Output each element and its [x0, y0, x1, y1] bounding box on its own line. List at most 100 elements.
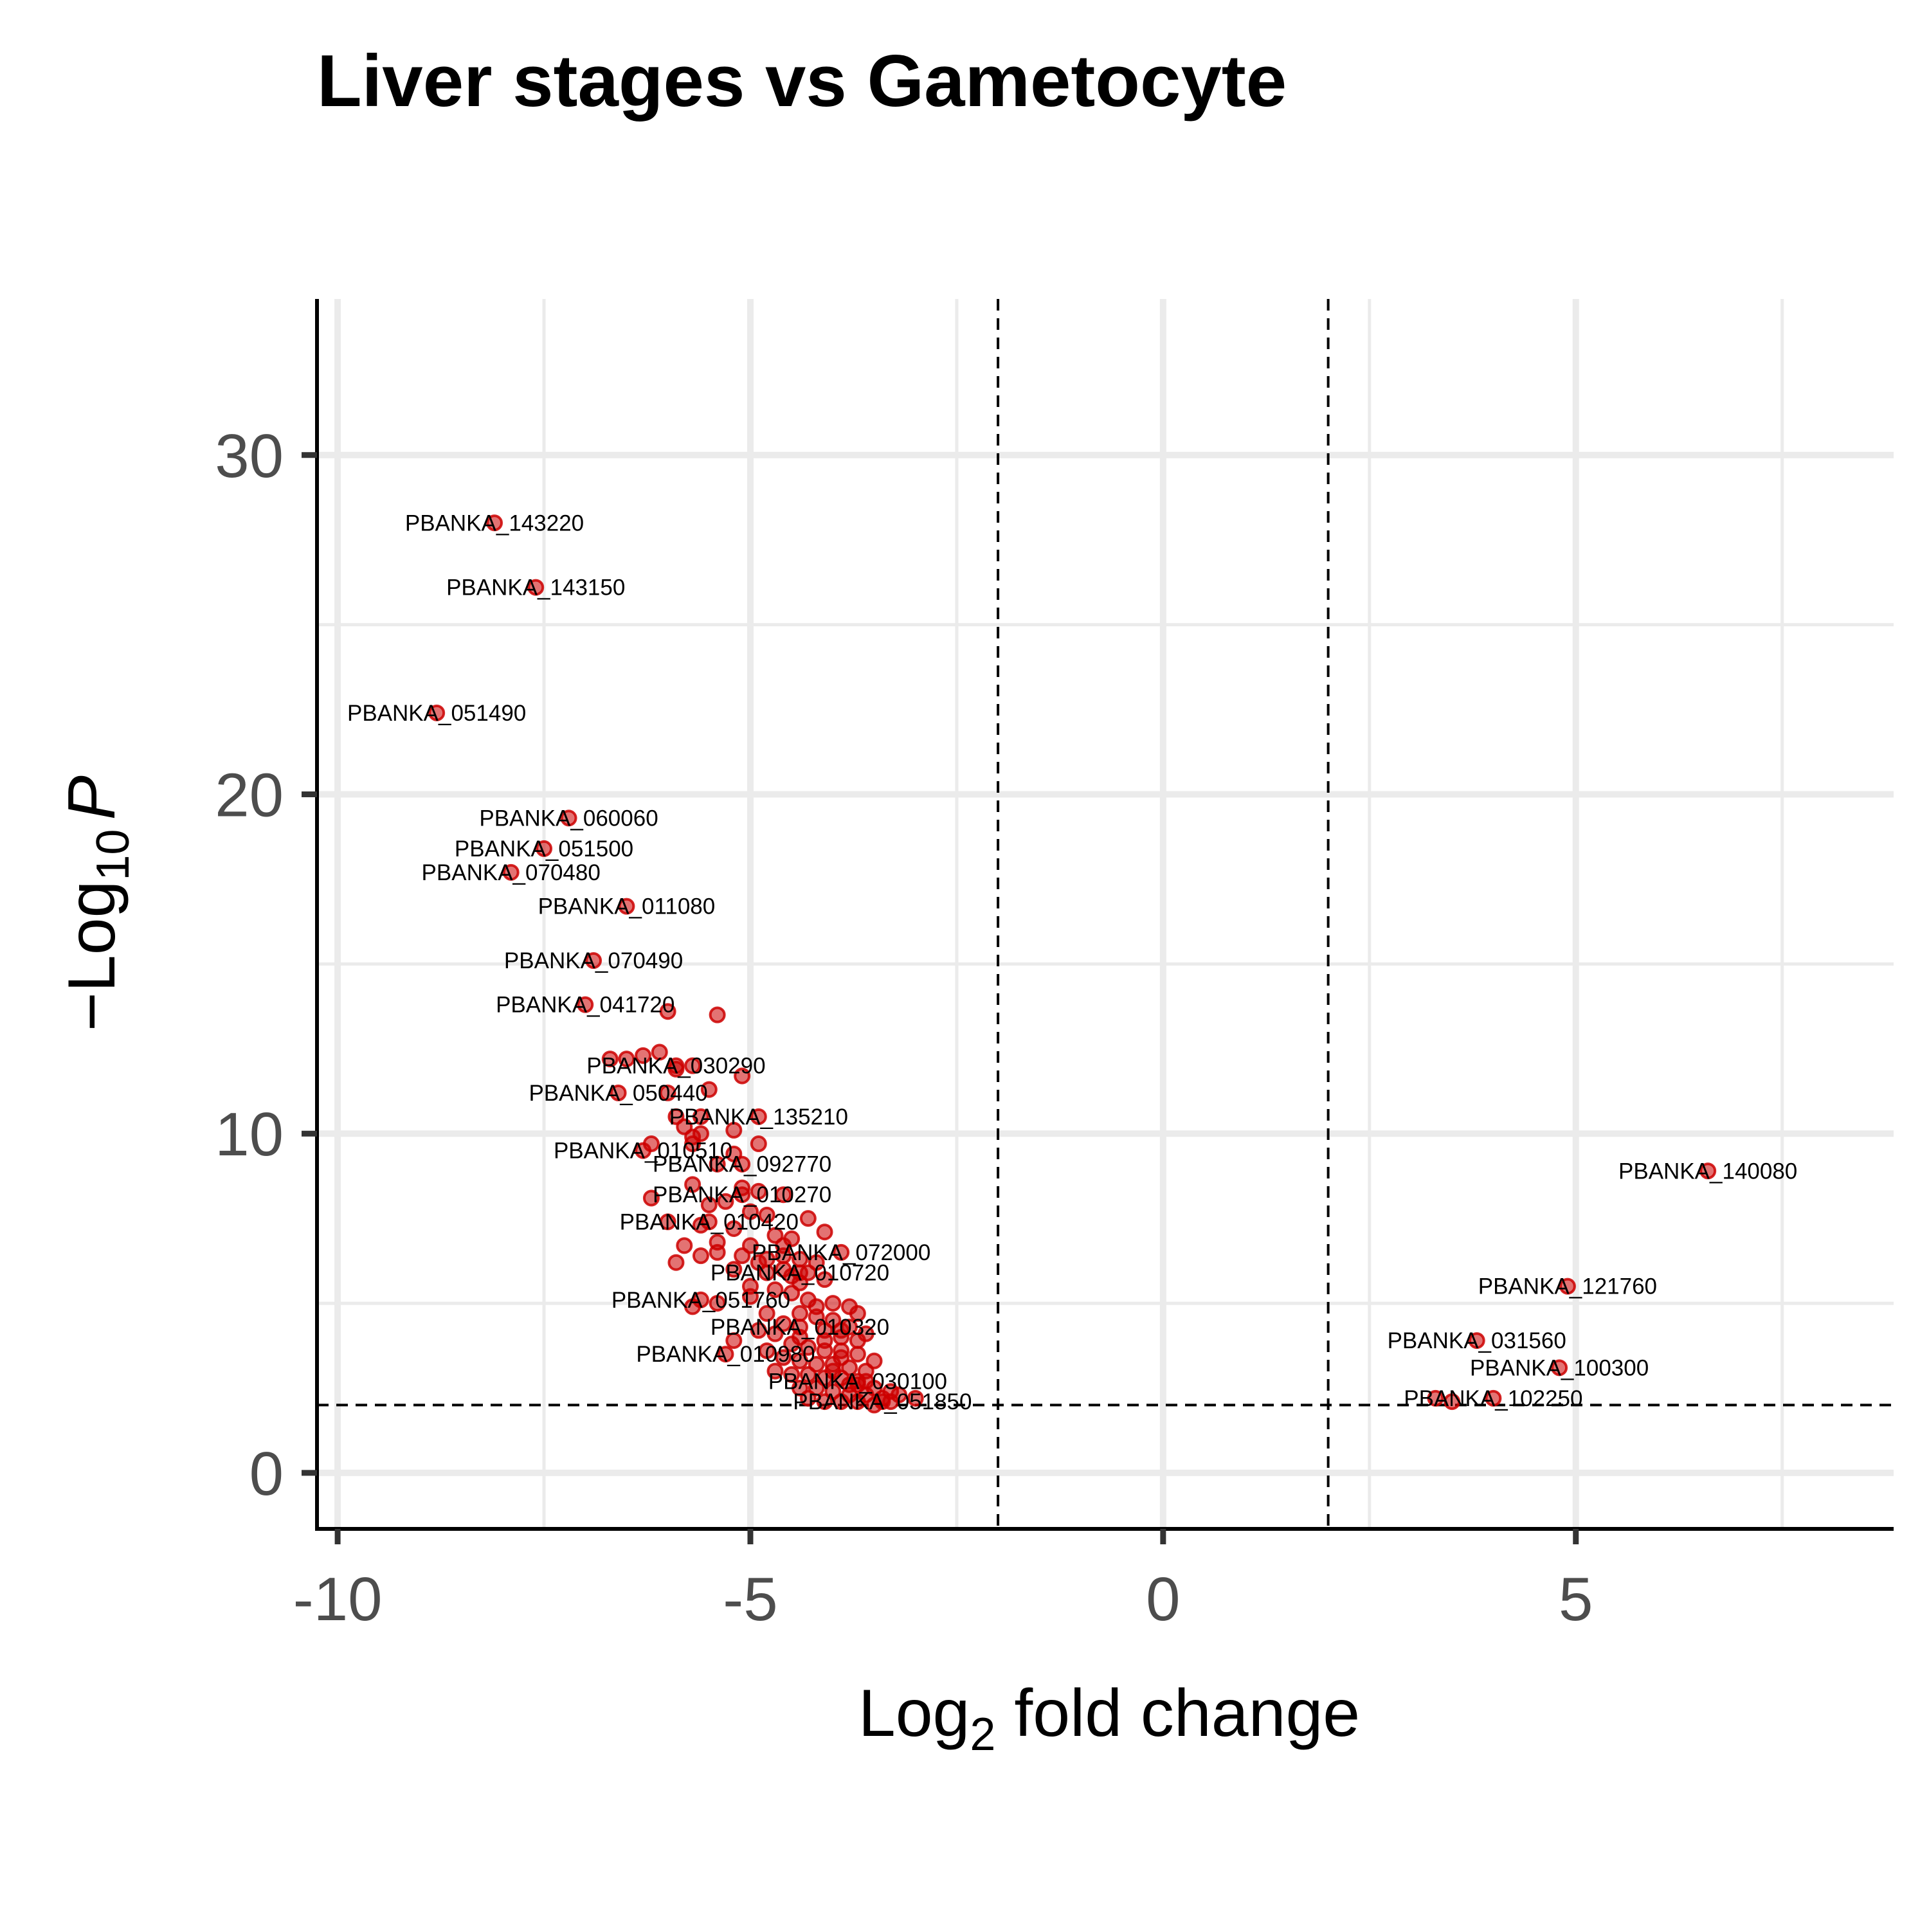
data-point — [816, 1271, 833, 1288]
point-label: PBANKA_143150 — [446, 575, 625, 600]
data-point — [635, 1047, 652, 1064]
point-label: PBANKA_010720 — [711, 1261, 889, 1286]
data-point — [766, 1362, 784, 1380]
axes — [315, 299, 1894, 1531]
data-point-labeled — [618, 898, 635, 915]
data-point — [1427, 1389, 1444, 1407]
data-point-labeled — [849, 1373, 866, 1390]
x-tick-label: 5 — [1559, 1565, 1593, 1634]
point-label: PBANKA_121760 — [1478, 1274, 1657, 1299]
point-label: PBANKA_060060 — [479, 806, 658, 831]
data-point-labeled — [700, 1213, 718, 1231]
data-point-labeled — [486, 514, 503, 532]
data-point — [725, 1121, 743, 1139]
data-point — [750, 1135, 767, 1153]
point-label: PBANKA_140080 — [1618, 1159, 1797, 1184]
data-point — [659, 1003, 676, 1020]
grid-lines — [317, 299, 1894, 1529]
data-points — [428, 514, 1717, 1414]
data-point — [725, 1332, 743, 1350]
data-point — [651, 1043, 668, 1061]
data-point-labeled — [750, 1108, 767, 1125]
point-label: PBANKA_100300 — [1470, 1355, 1649, 1380]
data-point — [741, 1288, 759, 1305]
data-point — [824, 1362, 842, 1380]
data-point-labeled — [560, 809, 577, 827]
data-point — [1444, 1393, 1461, 1411]
data-point-labeled — [527, 579, 545, 596]
data-point-labeled — [502, 863, 520, 881]
x-tick-label: 0 — [1146, 1565, 1180, 1634]
data-point — [766, 1325, 784, 1342]
x-axis-title-subscript: 2 — [970, 1709, 995, 1760]
data-point — [766, 1281, 784, 1298]
data-point — [750, 1182, 767, 1200]
data-point — [667, 1254, 685, 1271]
data-point — [709, 1155, 726, 1173]
x-axis-title: Log2 fold change — [858, 1676, 1360, 1760]
cutoff-lines — [317, 299, 1894, 1529]
data-point-labeled — [717, 1346, 734, 1363]
data-point-labeled — [734, 1186, 751, 1204]
y-axis-title-main: −Log — [55, 881, 129, 1031]
data-point — [816, 1393, 833, 1411]
data-point — [758, 1206, 775, 1223]
data-point — [833, 1393, 850, 1411]
data-point — [808, 1298, 825, 1315]
data-point — [775, 1186, 792, 1204]
point-label: PBANKA_092770 — [653, 1152, 831, 1177]
y-tick-label: 30 — [215, 422, 284, 491]
point-label: PBANKA_031560 — [1388, 1328, 1566, 1353]
data-point — [692, 1247, 709, 1265]
data-point — [758, 1305, 775, 1322]
data-point-labeled — [1699, 1162, 1717, 1180]
data-point — [799, 1210, 817, 1227]
data-point — [783, 1366, 801, 1383]
data-point — [667, 1108, 685, 1125]
data-point — [734, 1247, 751, 1265]
data-point-labeled — [734, 1155, 751, 1173]
data-point — [758, 1342, 775, 1359]
point-label: PBANKA_030290 — [586, 1054, 765, 1079]
point-label: PBANKA_030100 — [768, 1369, 947, 1394]
data-point-labeled — [792, 1319, 809, 1336]
data-point — [659, 1084, 676, 1101]
point-label: PBANKA_011080 — [538, 894, 716, 919]
data-point — [750, 1322, 767, 1339]
point-label: PBANKA_051500 — [455, 836, 633, 862]
data-point-labeled — [792, 1264, 809, 1281]
data-point-labeled — [536, 840, 553, 857]
point-label: PBANKA_041720 — [496, 993, 675, 1018]
data-point — [659, 1213, 676, 1231]
data-point — [709, 1006, 726, 1024]
data-point — [833, 1349, 850, 1366]
data-point — [684, 1135, 702, 1153]
data-point-labeled — [833, 1243, 850, 1261]
data-point-labeled — [635, 1142, 652, 1159]
data-point — [849, 1346, 866, 1363]
point-label: PBANKA_070480 — [422, 860, 601, 885]
data-point — [642, 1189, 660, 1207]
data-point — [684, 1057, 702, 1074]
point-label: PBANKA_010270 — [653, 1182, 831, 1207]
data-point-labeled — [577, 996, 594, 1013]
data-point — [709, 1243, 726, 1261]
point-label: PBANKA_050440 — [529, 1081, 707, 1106]
point-label: PBANKA_010320 — [711, 1315, 889, 1340]
data-point-labeled — [1485, 1389, 1502, 1407]
data-point — [849, 1305, 866, 1322]
data-point-labeled — [610, 1084, 627, 1101]
tick-labels: -10 -5 0 5 0 10 20 30 — [215, 422, 1593, 1634]
x-axis-title-main: Log — [858, 1676, 970, 1751]
point-label: PBANKA_010980 — [636, 1342, 815, 1367]
x-axis-title-rest: fold change — [995, 1676, 1360, 1751]
data-point — [750, 1254, 767, 1271]
data-point — [700, 1081, 718, 1098]
data-point — [833, 1322, 850, 1339]
x-tick-label: -5 — [723, 1565, 777, 1634]
data-point — [849, 1393, 866, 1411]
point-label: PBANKA_051490 — [347, 701, 526, 726]
data-point — [799, 1389, 817, 1407]
data-point — [741, 1203, 759, 1220]
